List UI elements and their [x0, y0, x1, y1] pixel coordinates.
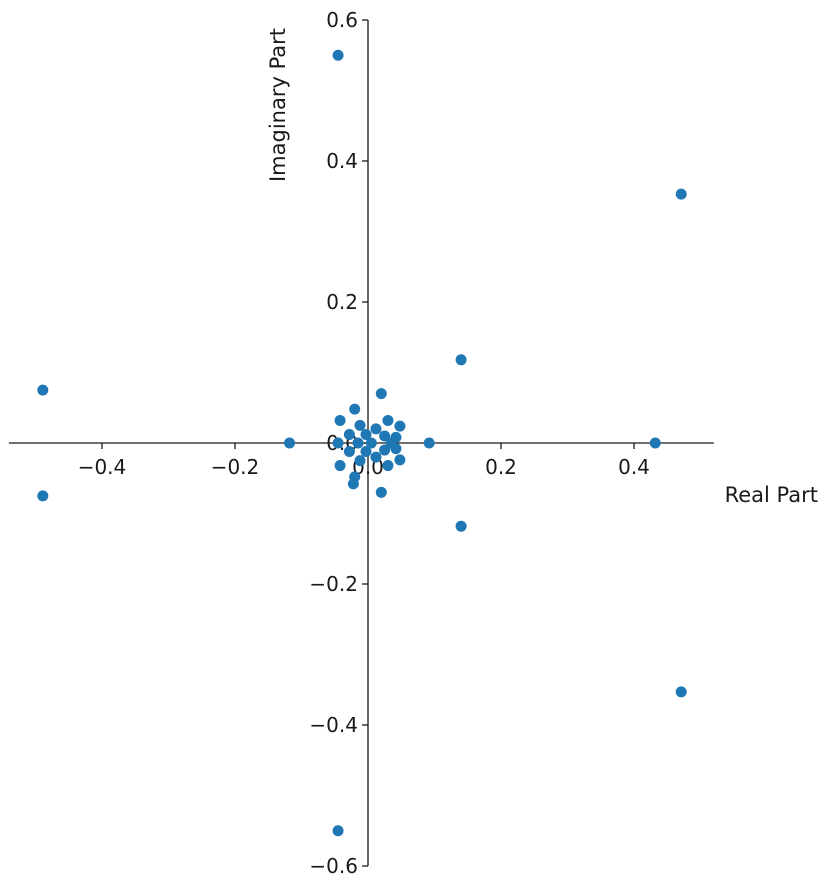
data-point	[455, 354, 467, 366]
y-axis-label: Imaginary Part	[266, 28, 290, 182]
data-point	[360, 445, 372, 457]
data-point	[375, 388, 387, 400]
data-point	[370, 451, 382, 463]
data-point	[382, 460, 394, 472]
data-point	[455, 520, 467, 532]
data-point	[343, 429, 355, 441]
data-point	[385, 437, 397, 449]
data-point	[394, 454, 406, 466]
data-point	[382, 414, 394, 426]
data-point	[365, 437, 377, 449]
data-point	[354, 419, 366, 431]
data-point	[394, 420, 406, 432]
data-point	[37, 490, 49, 502]
x-axis-label: Real Part	[725, 483, 818, 507]
y-tick-label: 0.2	[326, 290, 358, 314]
data-point	[379, 430, 391, 442]
data-point	[343, 445, 355, 457]
y-tick-label: 0.4	[326, 149, 358, 173]
y-tick-label: −0.2	[309, 572, 358, 596]
data-point	[347, 478, 359, 490]
data-point	[675, 686, 687, 698]
x-tick-label: −0.2	[211, 455, 260, 479]
data-point	[334, 414, 346, 426]
data-point	[370, 423, 382, 435]
data-points	[37, 49, 687, 837]
y-tick-label: −0.6	[309, 854, 358, 878]
data-point	[332, 49, 344, 61]
data-point	[379, 444, 391, 456]
x-tick-label: 0.4	[618, 455, 650, 479]
data-point	[649, 437, 661, 449]
data-point	[354, 455, 366, 467]
y-tick-label: 0.6	[326, 8, 358, 32]
data-point	[334, 460, 346, 472]
x-tick-label: −0.4	[78, 455, 127, 479]
data-point	[675, 188, 687, 200]
data-point	[423, 437, 435, 449]
data-point	[375, 486, 387, 498]
data-point	[360, 429, 372, 441]
y-tick-label: −0.4	[309, 713, 358, 737]
x-tick-label: 0.2	[485, 455, 517, 479]
data-point	[352, 437, 364, 449]
data-point	[37, 384, 49, 396]
data-point	[332, 825, 344, 837]
data-point	[284, 437, 296, 449]
data-point	[332, 437, 344, 449]
data-point	[349, 403, 361, 415]
